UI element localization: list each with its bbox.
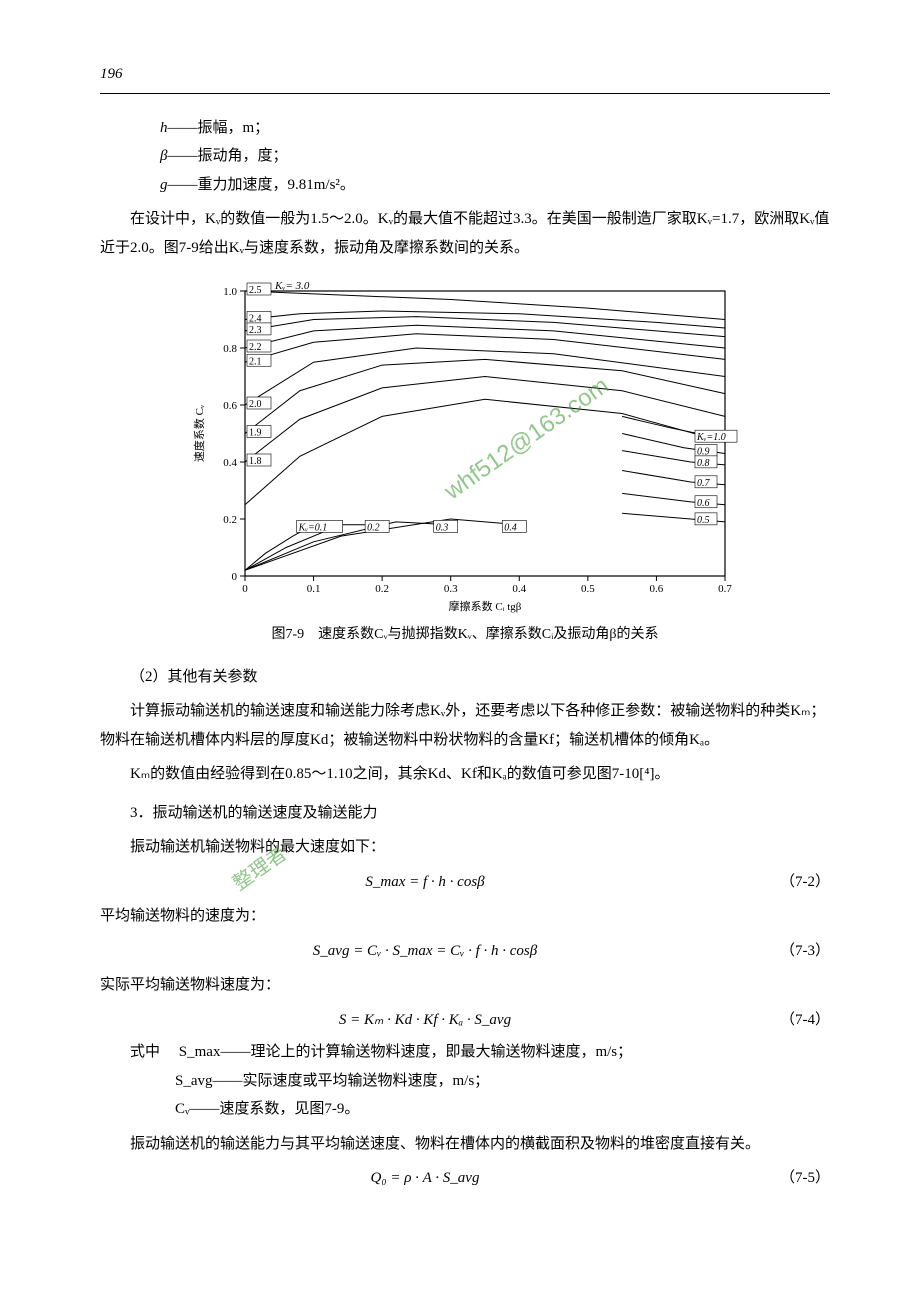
- sym-beta-text: ——振动角，度；: [167, 148, 287, 164]
- sym-g-text: ——重力加速度，9.81m/s²。: [168, 177, 355, 193]
- equation-7-5: Q₀ = ρ · A · S_avg （7-5）: [100, 1164, 830, 1193]
- eq-7-3-body: S_avg = Cᵥ · S_max = Cᵥ · f · h · cosβ: [100, 937, 750, 966]
- eq-7-4-body: S = Kₘ · Kd · Kf · Kₐ · S_avg: [100, 1006, 750, 1035]
- svg-text:0.3: 0.3: [444, 583, 458, 595]
- svg-text:摩擦系数 Cᵢ tgβ: 摩擦系数 Cᵢ tgβ: [449, 599, 522, 613]
- svg-text:Kᵥ=1.0: Kᵥ=1.0: [696, 432, 726, 443]
- svg-text:Kᵥ=0.1: Kᵥ=0.1: [298, 522, 328, 533]
- page-number: 196: [100, 60, 830, 94]
- chart-svg: 0 0.1 0.2 0.3 0.4 0.5 0.6 0.7 0 0.2 0.4 0.6 0.8 1.0 速度…: [185, 276, 745, 616]
- where-savg: S_avg——实际速度或平均输送物料速度，m/s；: [175, 1073, 489, 1089]
- paragraph-avg-speed: 平均输送物料的速度为：: [100, 902, 830, 931]
- svg-text:0.2: 0.2: [223, 514, 237, 526]
- eq-7-2-body: S_max = f · h · cosβ: [100, 868, 750, 897]
- svg-text:0.4: 0.4: [504, 522, 517, 533]
- eq-7-5-body: Q₀ = ρ · A · S_avg: [100, 1164, 750, 1193]
- svg-text:2.3: 2.3: [249, 325, 262, 336]
- svg-text:1.0: 1.0: [223, 286, 237, 298]
- paragraph-actual-speed: 实际平均输送物料速度为：: [100, 971, 830, 1000]
- svg-text:0.1: 0.1: [307, 583, 321, 595]
- svg-text:0: 0: [232, 571, 238, 583]
- sym-h-text: ——振幅，m；: [168, 120, 270, 136]
- svg-text:0.8: 0.8: [697, 458, 710, 469]
- sym-g: g: [160, 177, 168, 193]
- svg-text:0.6: 0.6: [223, 400, 237, 412]
- equation-7-3: S_avg = Cᵥ · S_max = Cᵥ · f · h · cosβ （…: [100, 937, 830, 966]
- svg-text:2.2: 2.2: [249, 342, 262, 353]
- where-block: 式中 S_max——理论上的计算输送物料速度，即最大输送物料速度，m/s； S_…: [130, 1038, 830, 1124]
- svg-text:速度系数 Cᵥ: 速度系数 Cᵥ: [192, 404, 206, 462]
- symbol-definitions: h——振幅，m； β——振动角，度； g——重力加速度，9.81m/s²。: [160, 114, 830, 200]
- svg-text:0.4: 0.4: [512, 583, 526, 595]
- figure-caption: 图7-9 速度系数Cᵥ与抛掷指数Kᵥ、摩擦系数Cᵢ及振动角β的关系: [100, 622, 830, 649]
- paragraph-km-values: Kₘ的数值由经验得到在0.85～1.10之间，其余Kd、Kf和Kₐ的数值可参见图…: [100, 760, 830, 789]
- eq-7-2-num: （7-2）: [750, 868, 830, 897]
- svg-text:0.6: 0.6: [650, 583, 664, 595]
- where-smax: S_max——理论上的计算输送物料速度，即最大输送物料速度，m/s；: [179, 1044, 632, 1060]
- svg-text:0.7: 0.7: [697, 478, 711, 489]
- paragraph-capacity: 振动输送机的输送能力与其平均输送速度、物料在槽体内的横截面积及物料的堆密度直接有…: [100, 1130, 830, 1159]
- subsection-3-heading: 3．振动输送机的输送速度及输送能力: [130, 799, 830, 828]
- svg-text:0.2: 0.2: [375, 583, 389, 595]
- equation-7-4: S = Kₘ · Kd · Kf · Kₐ · S_avg （7-4）: [100, 1006, 830, 1035]
- svg-text:2.0: 2.0: [249, 399, 262, 410]
- figure-7-9: 0 0.1 0.2 0.3 0.4 0.5 0.6 0.7 0 0.2 0.4 0.6 0.8 1.0 速度…: [100, 276, 830, 616]
- sym-h: h: [160, 120, 168, 136]
- where-label: 式中: [130, 1044, 160, 1060]
- svg-text:2.5: 2.5: [249, 285, 262, 296]
- paragraph-kv-design: 在设计中，Kᵥ的数值一般为1.5～2.0。Kᵥ的最大值不能超过3.3。在美国一般…: [100, 205, 830, 262]
- svg-text:0.3: 0.3: [436, 522, 449, 533]
- svg-text:0: 0: [242, 583, 248, 595]
- svg-text:1.9: 1.9: [249, 428, 262, 439]
- paragraph-other-params: 计算振动输送机的输送速度和输送能力除考虑Kᵥ外，还要考虑以下各种修正参数：被输送…: [100, 697, 830, 754]
- svg-text:0.4: 0.4: [223, 457, 237, 469]
- svg-text:0.8: 0.8: [223, 343, 237, 355]
- eq-7-4-num: （7-4）: [750, 1006, 830, 1035]
- eq-7-3-num: （7-3）: [750, 937, 830, 966]
- eq-7-5-num: （7-5）: [750, 1164, 830, 1193]
- svg-text:0.6: 0.6: [697, 498, 710, 509]
- svg-text:0.7: 0.7: [718, 583, 732, 595]
- svg-text:1.8: 1.8: [249, 456, 262, 467]
- subsection-2-heading: （2）其他有关参数: [130, 663, 830, 692]
- where-cv: Cᵥ——速度系数，见图7-9。: [175, 1101, 359, 1117]
- svg-text:0.2: 0.2: [367, 522, 380, 533]
- paragraph-max-speed: 振动输送机输送物料的最大速度如下：: [100, 833, 830, 862]
- svg-text:0.5: 0.5: [697, 515, 710, 526]
- svg-text:0.5: 0.5: [581, 583, 595, 595]
- svg-text:Kᵥ= 3.0: Kᵥ= 3.0: [274, 280, 310, 292]
- svg-text:2.1: 2.1: [249, 356, 262, 367]
- equation-7-2: S_max = f · h · cosβ （7-2）: [100, 868, 830, 897]
